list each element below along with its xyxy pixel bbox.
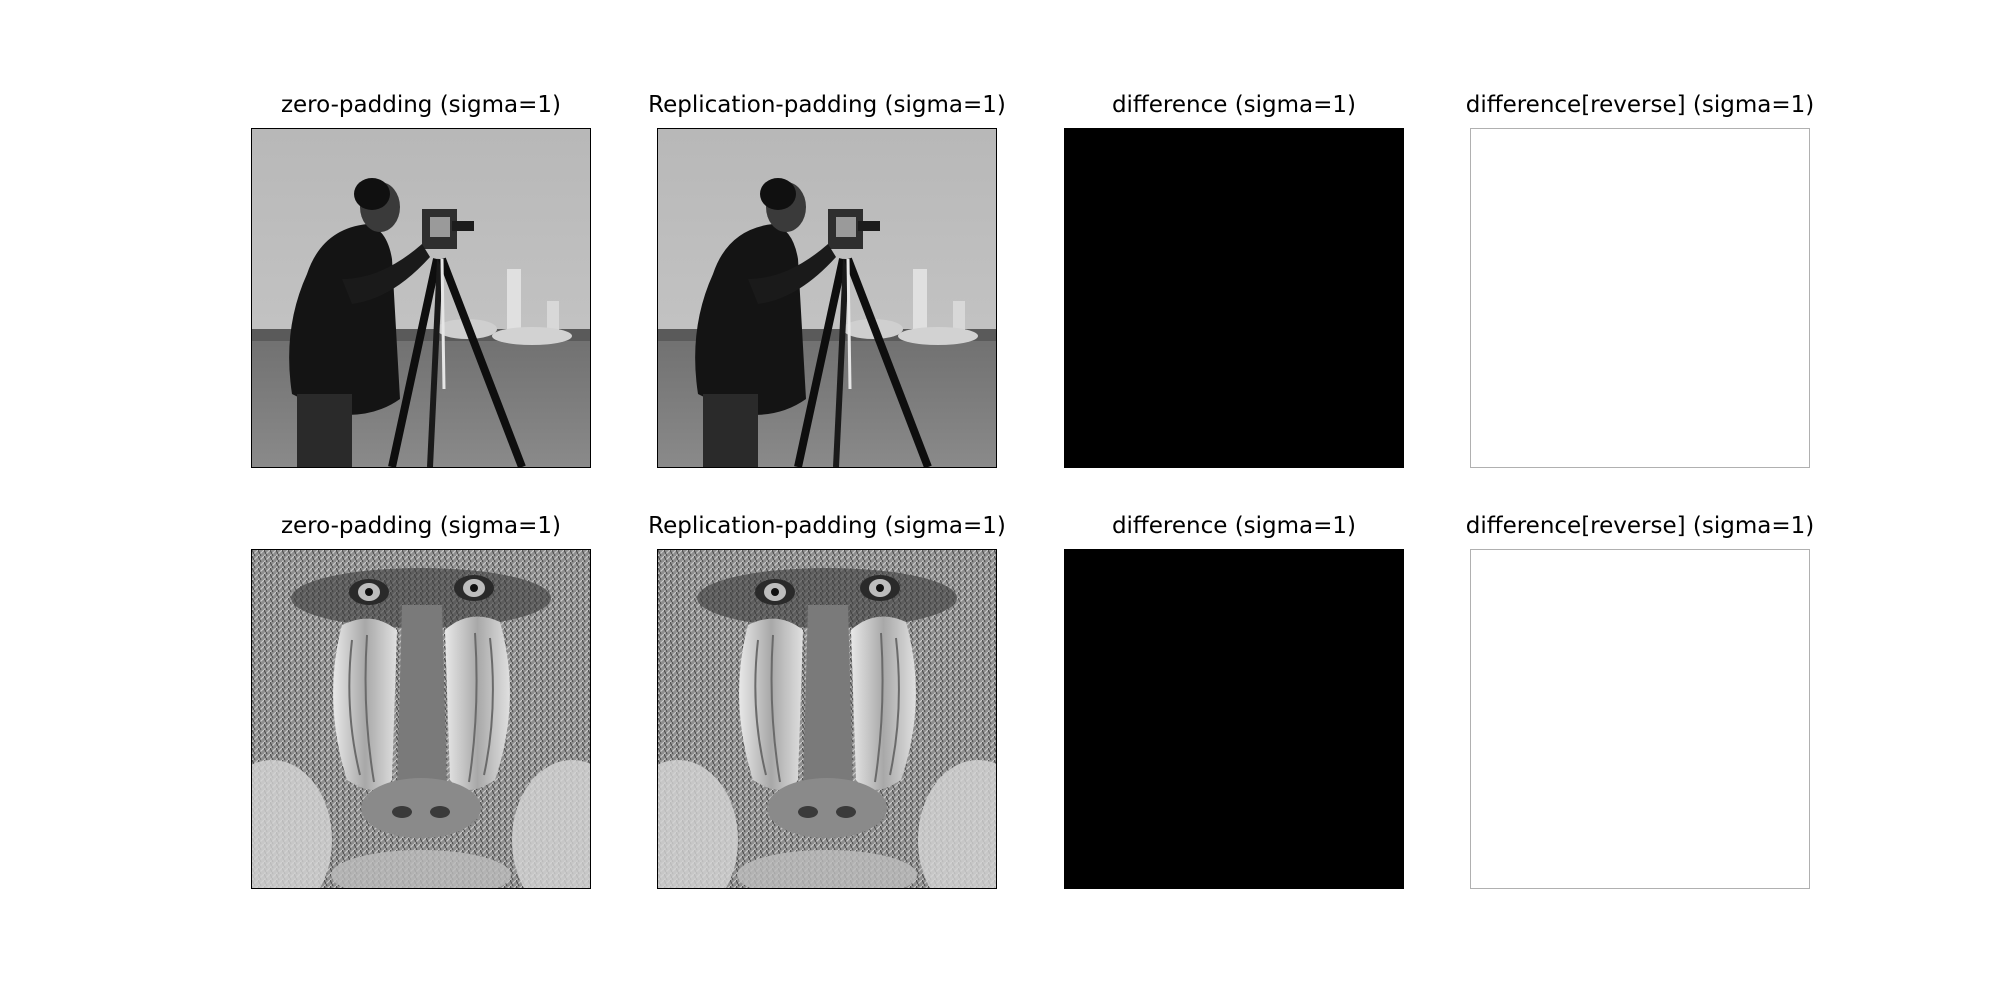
- cameraman-photo: [658, 129, 996, 467]
- mandrill-difference-reverse-image: [1470, 549, 1810, 889]
- cameraman-photo: [252, 129, 590, 467]
- panel-title: zero-padding (sigma=1): [280, 513, 562, 539]
- mandrill-replication-padding-image: [657, 549, 997, 889]
- panel-title: Replication-padding (sigma=1): [648, 513, 1006, 539]
- panel-title: difference (sigma=1): [1111, 92, 1357, 118]
- mandrill-difference-image: [1064, 549, 1404, 889]
- panel-title: Replication-padding (sigma=1): [648, 92, 1006, 118]
- cameraman-difference-reverse-image: [1470, 128, 1810, 468]
- panel-title: difference[reverse] (sigma=1): [1465, 92, 1815, 118]
- panel-title: difference[reverse] (sigma=1): [1465, 513, 1815, 539]
- panel-title: zero-padding (sigma=1): [280, 92, 562, 118]
- mandrill-photo: [658, 550, 996, 888]
- cameraman-difference-image: [1064, 128, 1404, 468]
- mandrill-zero-padding-image: [251, 549, 591, 889]
- cameraman-zero-padding-image: [251, 128, 591, 468]
- cameraman-replication-padding-image: [657, 128, 997, 468]
- panel-title: difference (sigma=1): [1111, 513, 1357, 539]
- mandrill-photo: [252, 550, 590, 888]
